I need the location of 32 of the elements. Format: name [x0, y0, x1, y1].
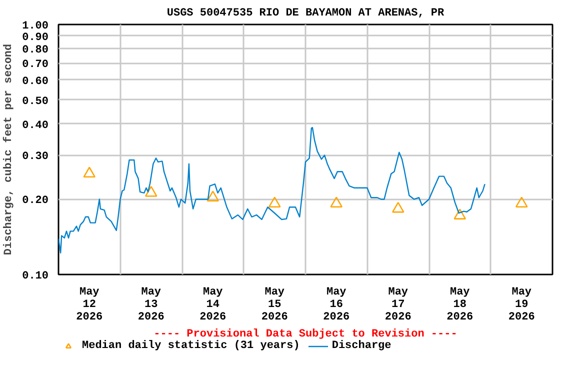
- point: [83, 166, 96, 178]
- x-tick-label: May 13 2026: [138, 286, 164, 324]
- text: ---- Provisional Data Subject to Revision ----: [154, 328, 458, 340]
- point: [515, 196, 528, 208]
- point: [144, 186, 158, 197]
- legend-label: Discharge: [332, 340, 392, 352]
- point: [392, 202, 404, 213]
- y-tick-label: 0.50: [22, 96, 48, 108]
- y-axis-title: Discharge, cubic feet per second: [2, 44, 16, 256]
- x-tick-label: May 18 2026: [446, 286, 474, 324]
- y-tick-label: 1.00: [22, 20, 48, 32]
- y-tick-label: 0.10: [22, 270, 48, 282]
- x-tick-label: May 14 2026: [200, 286, 226, 324]
- chart-title: USGS 50047535 RIO DE BAYAMON AT ARENAS, PR: [166, 8, 445, 20]
- x-tick-label: May 16 2026: [323, 286, 350, 324]
- y-tick-label: 0.90: [22, 32, 48, 44]
- x-tick-label: May 12 2026: [76, 286, 103, 324]
- point: [330, 196, 343, 208]
- y-tick-label: 0.40: [22, 120, 48, 132]
- legend-label: Median daily statistic (31 years): [82, 340, 300, 352]
- y-tick-label: 0.80: [22, 44, 48, 57]
- line-series: [58, 126, 486, 254]
- y-tick-label: 0.60: [22, 76, 48, 88]
- point: [268, 196, 281, 208]
- x-tick-label: May 19 2026: [508, 286, 535, 324]
- x-tick-label: May 17 2026: [384, 286, 412, 324]
- y-tick-label: 0.70: [22, 59, 48, 72]
- y-tick-label: 0.20: [22, 195, 48, 208]
- x-tick-label: May 15 2026: [261, 286, 288, 324]
- y-tick-label: 0.30: [22, 151, 48, 164]
- point: [206, 190, 220, 202]
- point: [454, 208, 466, 220]
